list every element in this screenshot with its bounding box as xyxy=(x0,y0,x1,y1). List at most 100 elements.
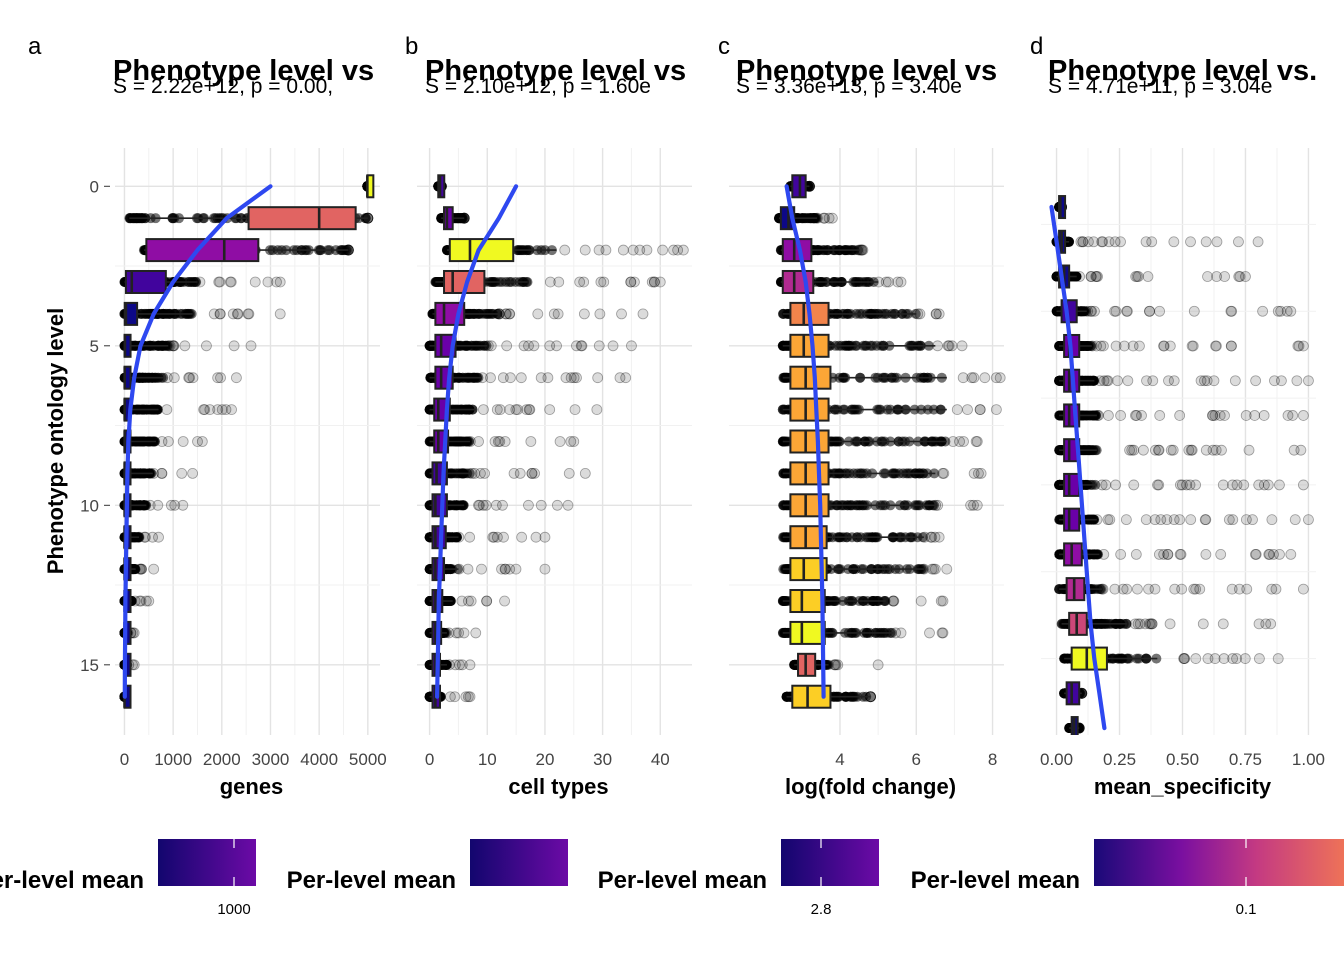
outlier-point-max xyxy=(464,691,476,703)
outlier-point xyxy=(473,436,484,447)
outlier-point xyxy=(228,340,240,352)
outlier-point-max xyxy=(895,276,907,288)
outlier-point-max xyxy=(464,659,476,671)
x-tick-label: 0.75 xyxy=(1229,750,1262,769)
outlier-point xyxy=(147,531,158,543)
outlier-point xyxy=(136,563,147,575)
outlier-point xyxy=(1103,236,1115,248)
outlier-point xyxy=(504,372,516,384)
box-body xyxy=(443,206,454,231)
outlier-point xyxy=(1225,305,1237,317)
outlier-point-max xyxy=(933,531,945,543)
outlier-point xyxy=(454,659,465,671)
x-axis-title: log(fold change) xyxy=(785,774,956,799)
legend-title: Per-level mean xyxy=(0,867,144,894)
legend-title: Per-level mean xyxy=(598,867,767,894)
outlier-point xyxy=(832,659,844,671)
outlier-point xyxy=(880,276,892,288)
outlier-point xyxy=(888,595,900,607)
outlier-point xyxy=(1154,305,1165,317)
outlier-point-max xyxy=(941,563,953,575)
outlier-point xyxy=(979,372,991,384)
outlier-point xyxy=(672,244,684,256)
outlier-point xyxy=(271,276,282,288)
outlier-point xyxy=(1115,410,1127,421)
outlier-point xyxy=(625,276,637,288)
outlier-point xyxy=(1207,410,1219,421)
outlier-point xyxy=(1109,236,1121,248)
outlier-point xyxy=(1130,271,1142,282)
outlier-point-max xyxy=(470,627,482,639)
outlier-point xyxy=(498,531,509,543)
panel-letter: b xyxy=(405,33,418,60)
outlier-point-max xyxy=(591,404,603,415)
outlier-point xyxy=(497,499,508,511)
box-body xyxy=(789,620,826,645)
x-tick-label: 4 xyxy=(835,750,844,769)
outlier-point xyxy=(523,404,535,415)
outlier-point xyxy=(243,308,255,320)
outlier-point-max xyxy=(872,659,884,671)
outlier-point xyxy=(532,308,544,320)
outlier-point xyxy=(492,436,504,447)
outlier-point xyxy=(1200,236,1212,248)
outlier-point xyxy=(593,340,605,352)
boxplot-level-13 xyxy=(782,589,886,614)
outlier-point xyxy=(152,499,164,511)
outlier-point xyxy=(225,276,237,288)
outlier-point xyxy=(1077,236,1089,248)
box-body xyxy=(789,365,832,390)
outlier-point xyxy=(657,244,669,256)
outlier-point xyxy=(1109,305,1121,317)
outlier-point xyxy=(634,244,646,256)
outlier-point xyxy=(504,308,516,320)
outlier-point xyxy=(569,404,581,415)
outlier-point xyxy=(962,404,973,415)
outlier-point xyxy=(496,563,507,575)
outlier-point xyxy=(649,276,660,288)
outlier-point xyxy=(1164,340,1176,352)
outlier-point xyxy=(1293,340,1305,352)
outlier-point xyxy=(946,340,958,352)
outlier-point xyxy=(915,595,927,607)
outlier-point xyxy=(926,563,938,575)
outlier-point xyxy=(523,499,534,511)
outlier-point xyxy=(1122,375,1134,387)
x-tick-label: 4000 xyxy=(300,750,338,769)
outlier-point xyxy=(156,436,168,447)
legend: Per-level mean xyxy=(287,839,568,894)
plot-area xyxy=(119,174,375,709)
outlier-point xyxy=(490,499,502,511)
outlier-point xyxy=(607,340,619,352)
outlier-point xyxy=(526,468,538,479)
outlier-point xyxy=(135,595,147,607)
outlier-point xyxy=(168,340,180,352)
outlier-point xyxy=(1102,375,1114,387)
outlier-point xyxy=(828,659,840,671)
trend-line xyxy=(435,184,519,699)
outlier-point xyxy=(1085,271,1097,282)
outlier-point xyxy=(928,563,940,575)
outlier-point xyxy=(935,595,947,607)
outlier-point xyxy=(464,531,476,543)
legend-title: Per-level mean xyxy=(287,867,456,894)
boxplot-level-5 xyxy=(782,333,936,358)
boxplot-level-4 xyxy=(123,301,193,326)
outlier-point-max xyxy=(1298,410,1309,421)
outlier-point xyxy=(625,276,637,288)
panel-letter: d xyxy=(1030,33,1043,60)
outlier-point xyxy=(216,404,228,415)
outlier-point-max xyxy=(933,308,945,320)
boxplot-level-9 xyxy=(782,461,936,486)
boxplot-level-10 xyxy=(429,493,465,518)
box-body xyxy=(789,557,828,582)
outlier-point xyxy=(968,372,980,384)
x-tick-label: 0 xyxy=(120,750,129,769)
box-body xyxy=(789,493,830,518)
box-body xyxy=(791,684,832,709)
chart-subtitle: S = 4.71e+11, p = 3.04e xyxy=(1048,75,1272,98)
outlier-point xyxy=(176,468,188,479)
outlier-point xyxy=(508,468,520,479)
outlier-point xyxy=(510,563,522,575)
outlier-point xyxy=(501,340,513,352)
